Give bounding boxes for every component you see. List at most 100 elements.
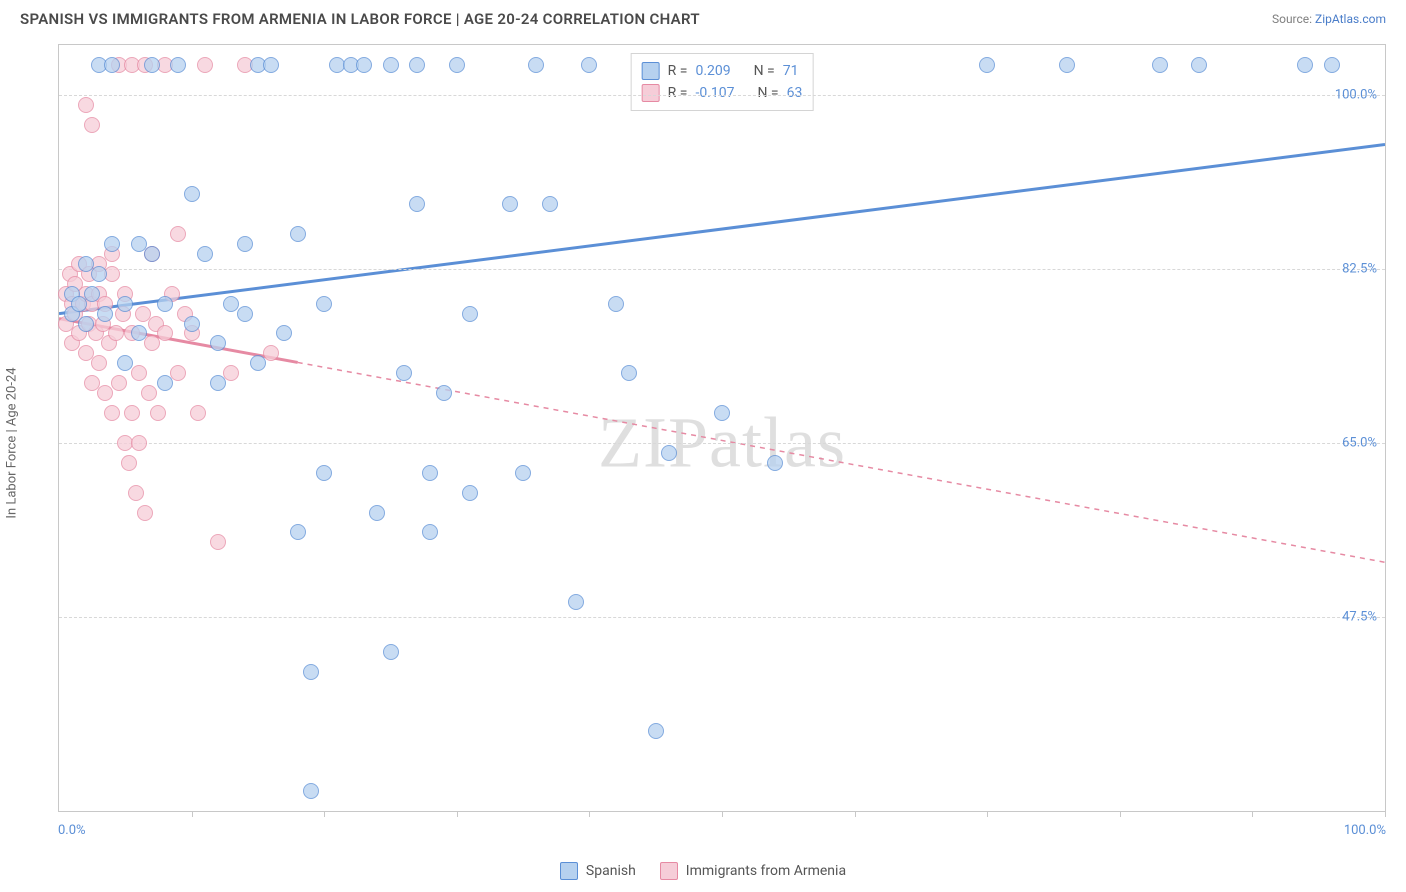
data-point-spanish bbox=[528, 57, 544, 73]
data-point-spanish bbox=[767, 455, 783, 471]
data-point-spanish bbox=[979, 57, 995, 73]
data-point-spanish bbox=[91, 266, 107, 282]
data-point-spanish bbox=[117, 355, 133, 371]
data-point-spanish bbox=[237, 306, 253, 322]
legend-row-armenia: R = -0.107 N = 63 bbox=[642, 82, 803, 104]
data-point-spanish bbox=[97, 306, 113, 322]
data-point-armenia bbox=[210, 534, 226, 550]
data-point-armenia bbox=[223, 365, 239, 381]
page: SPANISH VS IMMIGRANTS FROM ARMENIA IN LA… bbox=[0, 0, 1406, 892]
data-point-spanish bbox=[396, 365, 412, 381]
data-point-armenia bbox=[170, 365, 186, 381]
data-point-spanish bbox=[409, 57, 425, 73]
data-point-spanish bbox=[515, 465, 531, 481]
plot-area: ZIPatlas R = 0.209 N = 71 R = -0.107 bbox=[58, 44, 1386, 812]
data-point-spanish bbox=[290, 524, 306, 540]
x-tick bbox=[1120, 811, 1121, 817]
data-point-spanish bbox=[1297, 57, 1313, 73]
y-axis-label: In Labor Force | Age 20-24 bbox=[5, 367, 20, 518]
legend-swatch-icon bbox=[660, 862, 678, 880]
data-point-spanish bbox=[131, 325, 147, 341]
data-point-spanish bbox=[104, 57, 120, 73]
data-point-spanish bbox=[1191, 57, 1207, 73]
data-point-spanish bbox=[303, 664, 319, 680]
chart-area: In Labor Force | Age 20-24 ZIPatlas R = … bbox=[20, 44, 1386, 842]
data-point-armenia bbox=[121, 455, 137, 471]
y-tick-label: 82.5% bbox=[1342, 261, 1377, 276]
data-point-spanish bbox=[237, 236, 253, 252]
data-point-spanish bbox=[462, 485, 478, 501]
data-point-armenia bbox=[190, 405, 206, 421]
gridline bbox=[59, 95, 1385, 96]
data-point-armenia bbox=[84, 117, 100, 133]
data-point-spanish bbox=[184, 316, 200, 332]
data-point-spanish bbox=[117, 296, 133, 312]
x-tick bbox=[457, 811, 458, 817]
data-point-armenia bbox=[131, 435, 147, 451]
x-tick bbox=[324, 811, 325, 817]
x-tick bbox=[192, 811, 193, 817]
header: SPANISH VS IMMIGRANTS FROM ARMENIA IN LA… bbox=[0, 0, 1406, 34]
data-point-spanish bbox=[383, 57, 399, 73]
data-point-spanish bbox=[250, 355, 266, 371]
data-point-spanish bbox=[542, 196, 558, 212]
gridline bbox=[59, 617, 1385, 618]
data-point-armenia bbox=[91, 355, 107, 371]
data-point-armenia bbox=[104, 405, 120, 421]
source-link[interactable]: ZipAtlas.com bbox=[1315, 12, 1386, 26]
trend-lines bbox=[59, 45, 1385, 811]
data-point-spanish bbox=[1324, 57, 1340, 73]
legend-item-spanish: Spanish bbox=[560, 862, 636, 880]
x-tick bbox=[1252, 811, 1253, 817]
x-axis-min-label: 0.0% bbox=[58, 823, 86, 838]
data-point-armenia bbox=[131, 365, 147, 381]
chart-title: SPANISH VS IMMIGRANTS FROM ARMENIA IN LA… bbox=[20, 10, 700, 28]
data-point-spanish bbox=[648, 723, 664, 739]
y-tick-label: 47.5% bbox=[1342, 610, 1377, 625]
data-point-armenia bbox=[141, 385, 157, 401]
data-point-spanish bbox=[78, 316, 94, 332]
data-point-spanish bbox=[170, 57, 186, 73]
legend-swatch-icon bbox=[560, 862, 578, 880]
data-point-spanish bbox=[356, 57, 372, 73]
data-point-spanish bbox=[263, 57, 279, 73]
data-point-armenia bbox=[170, 226, 186, 242]
data-point-spanish bbox=[714, 405, 730, 421]
data-point-spanish bbox=[144, 57, 160, 73]
data-point-spanish bbox=[621, 365, 637, 381]
data-point-spanish bbox=[144, 246, 160, 262]
data-point-armenia bbox=[157, 325, 173, 341]
data-point-spanish bbox=[436, 385, 452, 401]
data-point-spanish bbox=[422, 524, 438, 540]
data-point-armenia bbox=[128, 485, 144, 501]
data-point-armenia bbox=[150, 405, 166, 421]
data-point-spanish bbox=[409, 196, 425, 212]
data-point-spanish bbox=[608, 296, 624, 312]
data-point-spanish bbox=[502, 196, 518, 212]
legend-row-spanish: R = 0.209 N = 71 bbox=[642, 60, 803, 82]
x-tick bbox=[589, 811, 590, 817]
data-point-armenia bbox=[263, 345, 279, 361]
gridline bbox=[59, 443, 1385, 444]
y-tick-label: 100.0% bbox=[1335, 87, 1377, 102]
data-point-armenia bbox=[111, 375, 127, 391]
data-point-spanish bbox=[303, 783, 319, 799]
data-point-spanish bbox=[316, 465, 332, 481]
x-tick bbox=[987, 811, 988, 817]
data-point-armenia bbox=[197, 57, 213, 73]
data-point-spanish bbox=[184, 186, 200, 202]
data-point-spanish bbox=[290, 226, 306, 242]
data-point-spanish bbox=[276, 325, 292, 341]
correlation-legend: R = 0.209 N = 71 R = -0.107 N = 63 bbox=[631, 53, 814, 111]
x-tick bbox=[855, 811, 856, 817]
data-point-spanish bbox=[316, 296, 332, 312]
data-point-spanish bbox=[84, 286, 100, 302]
data-point-spanish bbox=[661, 445, 677, 461]
source-label: Source: ZipAtlas.com bbox=[1272, 12, 1386, 26]
legend-item-armenia: Immigrants from Armenia bbox=[660, 862, 846, 880]
data-point-spanish bbox=[157, 296, 173, 312]
x-axis-max-label: 100.0% bbox=[1344, 823, 1386, 838]
data-point-spanish bbox=[157, 375, 173, 391]
data-point-spanish bbox=[422, 465, 438, 481]
data-point-spanish bbox=[1152, 57, 1168, 73]
